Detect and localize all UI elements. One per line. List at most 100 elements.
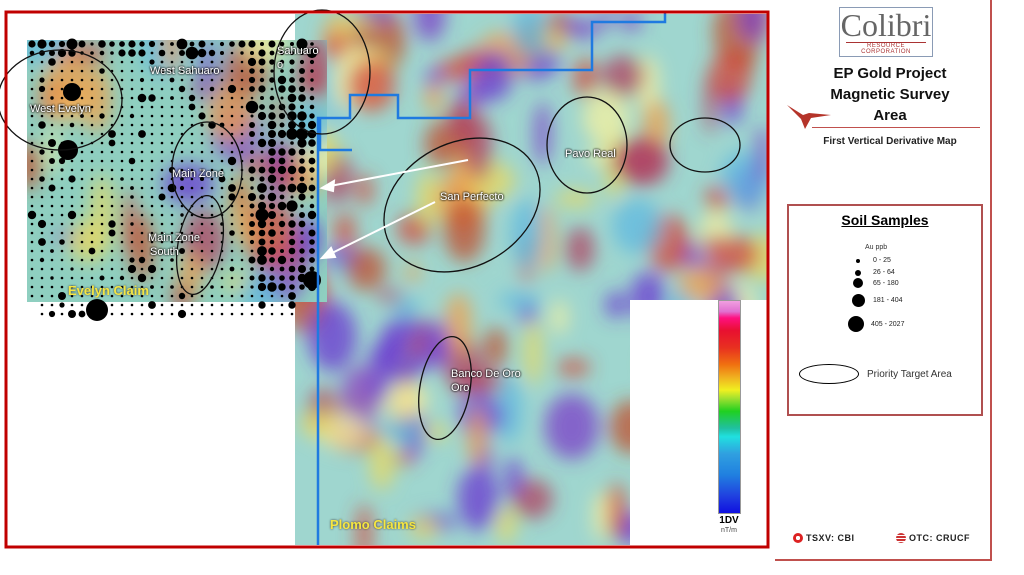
- colorbar-panel: [630, 300, 768, 545]
- soil-sample-dot: [100, 222, 104, 226]
- soil-sample-dot: [80, 177, 84, 181]
- soil-sample-dot: [190, 231, 194, 235]
- soil-sample-dot: [59, 239, 65, 245]
- soil-sample-dot: [70, 168, 74, 172]
- soil-sample-dot: [190, 141, 194, 145]
- priority-target-label: Priority Target Area: [867, 368, 952, 380]
- soil-sample-dot: [60, 312, 64, 316]
- soil-sample-dot: [110, 78, 114, 82]
- soil-sample-dot: [229, 41, 235, 47]
- priority-target-areas: [0, 9, 741, 441]
- soil-sample-dot: [120, 150, 124, 154]
- soil-sample-dot: [140, 105, 144, 109]
- soil-sample-dot: [90, 87, 94, 91]
- soil-sample-dot: [180, 231, 184, 235]
- soil-sample-dot: [90, 42, 94, 46]
- soil-sample-dot: [57, 48, 67, 58]
- soil-sample-dot: [249, 68, 255, 74]
- soil-sample-dot: [240, 276, 244, 280]
- soil-sample-dot: [130, 186, 134, 190]
- target-ellipse-banco-de-oro: [418, 335, 472, 441]
- soil-sample-dot: [288, 247, 296, 255]
- soil-sample-dot: [130, 150, 134, 154]
- soil-sample-dot: [250, 312, 254, 316]
- soil-sample-dot: [90, 69, 94, 73]
- soil-sample-dot: [248, 166, 256, 174]
- soil-sample-dot: [130, 195, 134, 199]
- soil-sample-dot: [100, 150, 104, 154]
- soil-sample-dot: [180, 150, 184, 154]
- soil-sample-dot: [110, 150, 114, 154]
- soil-sample-dot: [300, 231, 304, 235]
- soil-sample-dot: [268, 148, 276, 156]
- soil-sample-dot: [50, 78, 54, 82]
- soil-sample-dot: [260, 123, 264, 127]
- soil-sample-dot: [90, 258, 94, 262]
- soil-sample-dot: [110, 249, 114, 253]
- soil-sample-dot: [299, 257, 305, 263]
- soil-sample-dot: [180, 69, 184, 73]
- soil-sample-dot: [160, 42, 164, 46]
- soil-sample-dot: [240, 213, 244, 217]
- soil-sample-dot: [170, 150, 174, 154]
- soil-sample-dot: [250, 141, 254, 145]
- legend-class-label: 26 - 64: [873, 269, 895, 276]
- soil-sample-dot: [170, 249, 174, 253]
- raster-blob: [68, 220, 110, 263]
- soil-sample-dot: [150, 150, 154, 154]
- soil-sample-dot: [250, 96, 254, 100]
- soil-sample-dot: [220, 69, 224, 73]
- soil-sample-dot: [258, 301, 266, 309]
- soil-sample-dot: [100, 213, 104, 217]
- soil-sample-dot: [150, 141, 154, 145]
- soil-sample-dot: [150, 78, 154, 82]
- soil-sample-dot: [170, 231, 174, 235]
- soil-sample-dot: [240, 312, 244, 316]
- soil-sample-dot: [63, 83, 81, 101]
- soil-sample-dot: [30, 276, 34, 280]
- soil-sample-dot: [230, 285, 234, 289]
- soil-sample-dot: [170, 258, 174, 262]
- soil-sample-dot: [50, 105, 54, 109]
- soil-sample-dot: [258, 58, 266, 66]
- soil-sample-dot: [160, 186, 164, 190]
- soil-sample-dot: [240, 240, 244, 244]
- soil-sample-dot: [140, 159, 144, 163]
- legend-class: 26 - 64: [845, 269, 895, 276]
- label-plomo-claims: Plomo Claims: [330, 517, 416, 532]
- soil-sample-dot: [228, 184, 236, 192]
- soil-sample-dot: [40, 231, 44, 235]
- soil-sample-dot: [110, 204, 114, 208]
- soil-sample-dot: [220, 276, 224, 280]
- soil-sample-dot: [110, 114, 114, 118]
- soil-sample-dot: [230, 294, 234, 298]
- soil-sample-dot: [288, 121, 296, 129]
- soil-sample-dot: [37, 39, 47, 49]
- soil-sample-dot: [30, 258, 34, 262]
- soil-sample-dot: [230, 312, 234, 316]
- soil-sample-dot: [50, 168, 54, 172]
- soil-sample-dot: [249, 239, 255, 245]
- soil-sample-dot: [50, 294, 54, 298]
- soil-sample-dot: [160, 60, 164, 64]
- soil-sample-dot: [80, 258, 84, 262]
- soil-sample-dot: [140, 141, 144, 145]
- soil-sample-dot: [248, 76, 256, 84]
- soil-sample-dot: [100, 132, 104, 136]
- soil-sample-dot: [240, 150, 244, 154]
- legend-priority-target: Priority Target Area: [799, 364, 952, 384]
- soil-sample-dot: [110, 60, 114, 64]
- soil-sample-dot: [110, 213, 114, 217]
- soil-sample-dot: [137, 93, 147, 103]
- soil-sample-dot: [170, 42, 174, 46]
- soil-sample-dot: [250, 114, 254, 118]
- soil-sample-dot: [277, 255, 287, 265]
- soil-sample-dot: [290, 213, 294, 217]
- soil-sample-dot: [150, 231, 154, 235]
- soil-sample-dot: [248, 256, 256, 264]
- soil-sample-dot: [120, 258, 124, 262]
- soil-sample-dot: [210, 204, 214, 208]
- soil-sample-dot: [60, 195, 64, 199]
- soil-sample-dot: [269, 185, 275, 191]
- soil-sample-dot: [90, 222, 94, 226]
